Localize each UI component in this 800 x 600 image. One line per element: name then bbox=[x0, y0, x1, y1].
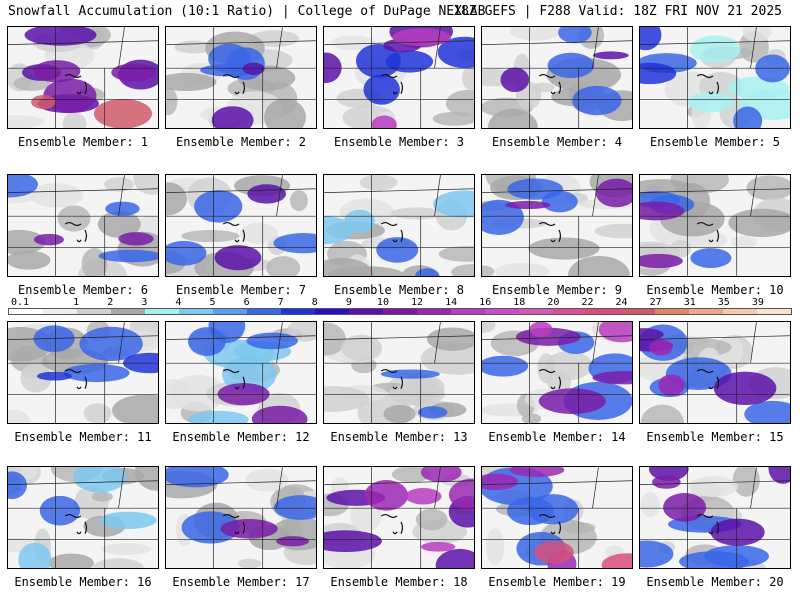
ensemble-member-label: Ensemble Member: 11 bbox=[14, 430, 152, 444]
ensemble-map-panel bbox=[323, 26, 475, 129]
ensemble-member-label: Ensemble Member: 9 bbox=[491, 283, 623, 297]
colorbar-swatch bbox=[451, 309, 485, 314]
colorbar-tick-label: 27 bbox=[649, 297, 662, 308]
ensemble-map-panel bbox=[639, 26, 791, 129]
colorbar-swatch bbox=[77, 309, 111, 314]
colorbar-tick-label: 7 bbox=[277, 297, 284, 308]
ensemble-map-panel bbox=[323, 466, 475, 569]
ensemble-member-label: Ensemble Member: 2 bbox=[175, 135, 307, 149]
colorbar-tick-label: 2 bbox=[107, 297, 114, 308]
colorbar-swatch bbox=[655, 309, 689, 314]
colorbar-tick-label: 16 bbox=[479, 297, 492, 308]
colorbar-tick-label: 20 bbox=[547, 297, 560, 308]
colorbar-swatch bbox=[689, 309, 723, 314]
colorbar-tick-label: 18 bbox=[513, 297, 526, 308]
ensemble-member-label: Ensemble Member: 3 bbox=[333, 135, 465, 149]
colorbar-swatch bbox=[145, 309, 179, 314]
colorbar-swatch bbox=[247, 309, 281, 314]
colorbar-tick-label: 4 bbox=[175, 297, 182, 308]
colorbar-tick-label: 3 bbox=[141, 297, 148, 308]
ensemble-member-label: Ensemble Member: 7 bbox=[175, 283, 307, 297]
snowfall-colorbar: 0.1 1 2 3 4 5 6 7 8 9 10 12 14 16 18 20 22 24 27 31 35 39 bbox=[8, 297, 792, 315]
ensemble-map-panel bbox=[481, 174, 633, 277]
colorbar-tick-label: 8 bbox=[311, 297, 318, 308]
colorbar-swatch bbox=[281, 309, 315, 314]
colorbar-tick-label: 5 bbox=[209, 297, 216, 308]
colorbar-swatch bbox=[587, 309, 621, 314]
ensemble-map-panel bbox=[481, 26, 633, 129]
colorbar-tick-label: 0.1 bbox=[10, 297, 30, 308]
ensemble-member-label: Ensemble Member: 6 bbox=[17, 283, 149, 297]
colorbar-tick-label: 1 bbox=[73, 297, 80, 308]
ensemble-member-label: Ensemble Member: 16 bbox=[14, 575, 152, 589]
colorbar-swatch bbox=[417, 309, 451, 314]
ensemble-member-label: Ensemble Member: 19 bbox=[488, 575, 626, 589]
ensemble-map-panel bbox=[165, 321, 317, 424]
colorbar-swatch bbox=[349, 309, 383, 314]
ensemble-map-panel bbox=[323, 321, 475, 424]
colorbar-swatch bbox=[315, 309, 349, 314]
ensemble-map-panel bbox=[481, 321, 633, 424]
ensemble-member-label: Ensemble Member: 14 bbox=[488, 430, 626, 444]
ensemble-member-label: Ensemble Member: 13 bbox=[330, 430, 468, 444]
ensemble-map-panel bbox=[7, 466, 159, 569]
ensemble-map-panel bbox=[639, 321, 791, 424]
colorbar-labels: 0.1 1 2 3 4 5 6 7 8 9 10 12 14 16 18 20 22 24 27 31 35 39 bbox=[8, 297, 792, 308]
ensemble-member-label: Ensemble Member: 12 bbox=[172, 430, 310, 444]
ensemble-member-label: Ensemble Member: 5 bbox=[649, 135, 781, 149]
colorbar-tick-label: 12 bbox=[411, 297, 424, 308]
ensemble-member-label: Ensemble Member: 1 bbox=[17, 135, 149, 149]
ensemble-map-panel bbox=[639, 466, 791, 569]
ensemble-map-panel bbox=[165, 26, 317, 129]
ensemble-map-panel bbox=[323, 174, 475, 277]
ensemble-member-label: Ensemble Member: 10 bbox=[646, 283, 784, 297]
ensemble-member-label: Ensemble Member: 20 bbox=[646, 575, 784, 589]
colorbar-tick-label: 14 bbox=[445, 297, 458, 308]
ensemble-map-panel bbox=[639, 174, 791, 277]
ensemble-map-panel bbox=[165, 466, 317, 569]
ensemble-map-panel bbox=[7, 321, 159, 424]
colorbar-tick-label: 22 bbox=[581, 297, 594, 308]
colorbar-swatch bbox=[213, 309, 247, 314]
colorbar-tick-label: 24 bbox=[615, 297, 628, 308]
colorbar-swatch bbox=[621, 309, 655, 314]
colorbar-tick-label: 39 bbox=[751, 297, 764, 308]
colorbar-tick-label: 9 bbox=[345, 297, 352, 308]
ensemble-map-panel bbox=[481, 466, 633, 569]
ensemble-member-label: Ensemble Member: 18 bbox=[330, 575, 468, 589]
colorbar-swatch bbox=[519, 309, 553, 314]
colorbar-swatch bbox=[723, 309, 757, 314]
colorbar-swatch bbox=[757, 309, 791, 314]
colorbar-tick-label: 35 bbox=[717, 297, 730, 308]
colorbar-swatch bbox=[9, 309, 43, 314]
ensemble-member-label: Ensemble Member: 17 bbox=[172, 575, 310, 589]
colorbar-tick-label: 6 bbox=[243, 297, 250, 308]
colorbar-swatches bbox=[8, 308, 792, 315]
colorbar-swatch bbox=[43, 309, 77, 314]
colorbar-swatch bbox=[485, 309, 519, 314]
chart-title: Snowfall Accumulation (10:1 Ratio) | Col… bbox=[8, 4, 486, 19]
colorbar-swatch bbox=[383, 309, 417, 314]
colorbar-tick-label: 10 bbox=[376, 297, 389, 308]
colorbar-swatch bbox=[553, 309, 587, 314]
ensemble-member-label: Ensemble Member: 4 bbox=[491, 135, 623, 149]
ensemble-map-panel bbox=[7, 26, 159, 129]
colorbar-swatch bbox=[111, 309, 145, 314]
colorbar-swatch bbox=[179, 309, 213, 314]
model-run-info: 18Z GEFS | F288 Valid: 18Z FRI NOV 21 20… bbox=[453, 4, 782, 19]
ensemble-map-panel bbox=[165, 174, 317, 277]
ensemble-member-label: Ensemble Member: 15 bbox=[646, 430, 784, 444]
colorbar-tick-label: 31 bbox=[683, 297, 696, 308]
ensemble-member-label: Ensemble Member: 8 bbox=[333, 283, 465, 297]
ensemble-map-panel bbox=[7, 174, 159, 277]
